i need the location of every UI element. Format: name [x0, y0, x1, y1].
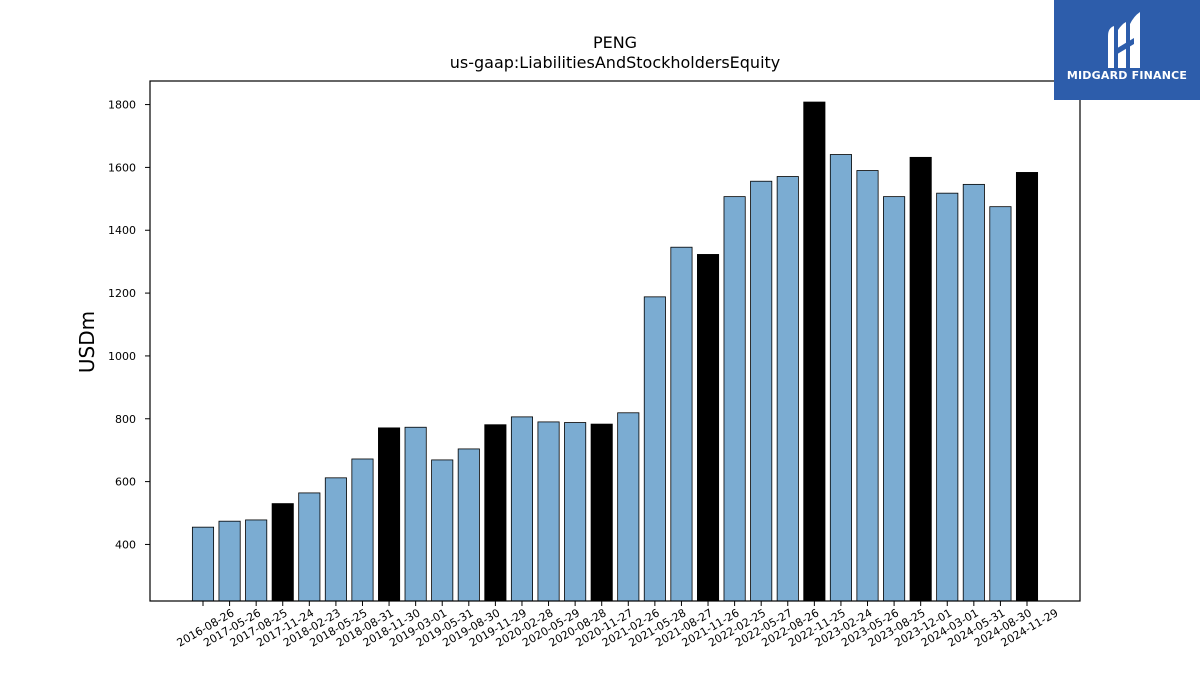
- bar-2018-08-31: [351, 458, 374, 602]
- y-tick-label: 1200: [108, 287, 136, 300]
- bar-2022-11-25: [803, 101, 826, 602]
- y-tick-label: 600: [115, 476, 136, 489]
- bar-2020-05-29: [537, 421, 560, 602]
- midgard-logo-icon: [1108, 12, 1140, 68]
- y-axis: 400 600 800 1000 1200 1400 1600 1800: [108, 99, 150, 551]
- bar-2023-05-26: [856, 170, 879, 602]
- bar-2016-08-26: [191, 526, 215, 602]
- bar-2018-02-23: [298, 492, 321, 602]
- y-tick-label: 400: [115, 538, 136, 551]
- bar-2019-08-30: [457, 448, 480, 602]
- bar-2022-05-27: [750, 180, 773, 602]
- bar-2021-11-26: [697, 254, 720, 602]
- y-tick-label: 1600: [108, 161, 136, 174]
- bar-2017-05-26: [218, 520, 241, 602]
- logo-text: MIDGARD FINANCE: [1066, 69, 1188, 82]
- bar-2020-11-27: [590, 423, 613, 602]
- bar-2023-12-01: [909, 156, 932, 602]
- plot-frame: [149, 80, 1081, 602]
- y-tick-label: 800: [115, 413, 136, 426]
- y-tick-label: 1800: [108, 99, 136, 112]
- bar-2019-05-31: [431, 459, 454, 602]
- y-axis-label: USDm: [75, 311, 99, 373]
- bar-2024-03-01: [936, 192, 959, 602]
- chart-subtitle: us-gaap:LiabilitiesAndStockholdersEquity: [450, 53, 781, 72]
- bar-2021-05-28: [643, 296, 666, 602]
- bar-2018-05-25: [324, 477, 347, 602]
- bar-2024-08-30: [989, 206, 1012, 602]
- y-tick-label: 1000: [108, 350, 136, 363]
- bar-2024-11-29: [1015, 172, 1039, 602]
- bar-2021-02-26: [617, 412, 640, 602]
- x-axis: 2016-08-262017-05-262017-08-252017-11-24…: [175, 601, 1061, 650]
- bar-2022-02-25: [723, 196, 746, 602]
- bar-2022-08-26: [776, 176, 799, 602]
- bar-2021-08-27: [670, 246, 693, 602]
- bar-2017-08-25: [245, 519, 268, 602]
- bar-2017-11-24: [271, 503, 294, 602]
- bar-2023-02-24: [829, 154, 852, 602]
- y-tick-label: 1400: [108, 224, 136, 237]
- bar-2023-08-25: [883, 196, 906, 602]
- bar-2020-08-28: [564, 422, 587, 602]
- chart-title: PENG: [593, 33, 637, 52]
- bar-2020-02-28: [510, 416, 533, 602]
- brand-logo: MIDGARD FINANCE: [1054, 0, 1200, 100]
- bars-group: [191, 101, 1039, 602]
- bar-2024-05-31: [962, 183, 985, 602]
- bar-2018-11-30: [378, 427, 401, 602]
- bar-2019-11-29: [484, 424, 507, 602]
- bar-2019-03-01: [404, 426, 427, 602]
